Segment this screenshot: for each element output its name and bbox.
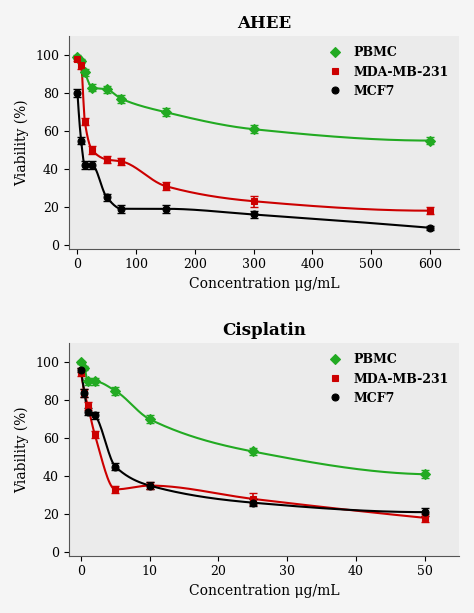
- X-axis label: Concentration μg/mL: Concentration μg/mL: [189, 277, 339, 291]
- PBMC: [78, 359, 84, 366]
- MDA-MB-231: [78, 61, 84, 69]
- MDA-MB-231: [422, 514, 428, 522]
- PBMC: [74, 53, 80, 61]
- PBMC: [427, 137, 432, 144]
- MCF7: [112, 463, 118, 470]
- PBMC: [82, 69, 88, 76]
- Line: PBMC: PBMC: [78, 359, 428, 478]
- PBMC: [85, 378, 91, 385]
- Line: MCF7: MCF7: [74, 89, 433, 231]
- MDA-MB-231: [89, 147, 95, 154]
- Legend: PBMC, MDA-MB-231, MCF7: PBMC, MDA-MB-231, MCF7: [319, 42, 453, 102]
- MCF7: [82, 389, 87, 397]
- MCF7: [78, 137, 84, 144]
- MDA-MB-231: [250, 495, 255, 503]
- MDA-MB-231: [82, 389, 87, 397]
- MDA-MB-231: [118, 158, 124, 165]
- Line: MDA-MB-231: MDA-MB-231: [78, 368, 428, 521]
- PBMC: [104, 86, 109, 93]
- MCF7: [104, 194, 109, 201]
- MDA-MB-231: [74, 55, 80, 63]
- MCF7: [78, 367, 84, 374]
- PBMC: [251, 126, 256, 133]
- MDA-MB-231: [112, 485, 118, 493]
- MCF7: [89, 162, 95, 169]
- MCF7: [250, 499, 255, 506]
- MDA-MB-231: [251, 197, 256, 205]
- MCF7: [82, 162, 88, 169]
- PBMC: [147, 416, 153, 423]
- Line: MCF7: MCF7: [78, 367, 428, 516]
- MCF7: [92, 412, 98, 419]
- MCF7: [74, 89, 80, 97]
- Line: PBMC: PBMC: [74, 54, 433, 144]
- Line: MDA-MB-231: MDA-MB-231: [74, 56, 433, 214]
- MCF7: [85, 408, 91, 416]
- Y-axis label: Viability (%): Viability (%): [15, 99, 29, 186]
- PBMC: [92, 378, 98, 385]
- PBMC: [78, 57, 84, 64]
- PBMC: [112, 387, 118, 395]
- PBMC: [82, 364, 87, 371]
- Title: AHEE: AHEE: [237, 15, 291, 32]
- PBMC: [250, 448, 255, 455]
- Legend: PBMC, MDA-MB-231, MCF7: PBMC, MDA-MB-231, MCF7: [319, 349, 453, 409]
- MDA-MB-231: [427, 207, 432, 215]
- MDA-MB-231: [92, 431, 98, 438]
- MDA-MB-231: [163, 183, 168, 190]
- MDA-MB-231: [78, 368, 84, 376]
- Title: Cisplatin: Cisplatin: [222, 322, 306, 339]
- MCF7: [118, 205, 124, 213]
- PBMC: [118, 95, 124, 102]
- MDA-MB-231: [104, 156, 109, 163]
- MCF7: [251, 211, 256, 218]
- Y-axis label: Viability (%): Viability (%): [15, 406, 29, 493]
- MCF7: [427, 224, 432, 232]
- MCF7: [147, 482, 153, 489]
- PBMC: [89, 84, 95, 91]
- MCF7: [422, 508, 428, 516]
- X-axis label: Concentration μg/mL: Concentration μg/mL: [189, 584, 339, 598]
- PBMC: [422, 471, 428, 478]
- MDA-MB-231: [147, 482, 153, 489]
- MDA-MB-231: [82, 118, 88, 125]
- MDA-MB-231: [85, 402, 91, 409]
- PBMC: [163, 109, 168, 116]
- MCF7: [163, 205, 168, 213]
